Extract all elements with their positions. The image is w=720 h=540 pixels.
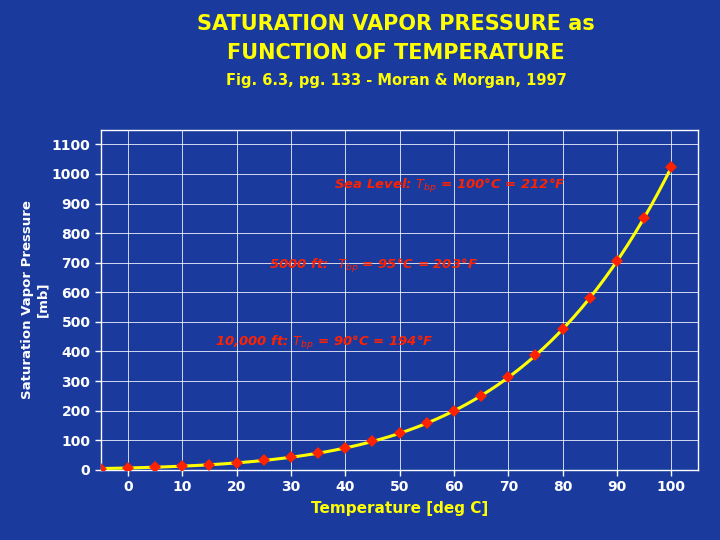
- Y-axis label: Saturation Vapor Pressure
[mb]: Saturation Vapor Pressure [mb]: [21, 200, 49, 399]
- Text: 5000 ft:  $T_{bp}$ = 95°C = 203°F: 5000 ft: $T_{bp}$ = 95°C = 203°F: [269, 256, 478, 275]
- Text: SATURATION VAPOR PRESSURE as: SATURATION VAPOR PRESSURE as: [197, 14, 595, 33]
- Text: Sea Level: $T_{bp}$ = 100°C = 212°F: Sea Level: $T_{bp}$ = 100°C = 212°F: [334, 177, 566, 195]
- Text: Fig. 6.3, pg. 133 - Moran & Morgan, 1997: Fig. 6.3, pg. 133 - Moran & Morgan, 1997: [225, 73, 567, 88]
- X-axis label: Temperature [deg C]: Temperature [deg C]: [311, 501, 488, 516]
- Text: 10,000 ft: $T_{bp}$ = 90°C = 194°F: 10,000 ft: $T_{bp}$ = 90°C = 194°F: [215, 334, 433, 352]
- Text: FUNCTION OF TEMPERATURE: FUNCTION OF TEMPERATURE: [228, 43, 564, 63]
